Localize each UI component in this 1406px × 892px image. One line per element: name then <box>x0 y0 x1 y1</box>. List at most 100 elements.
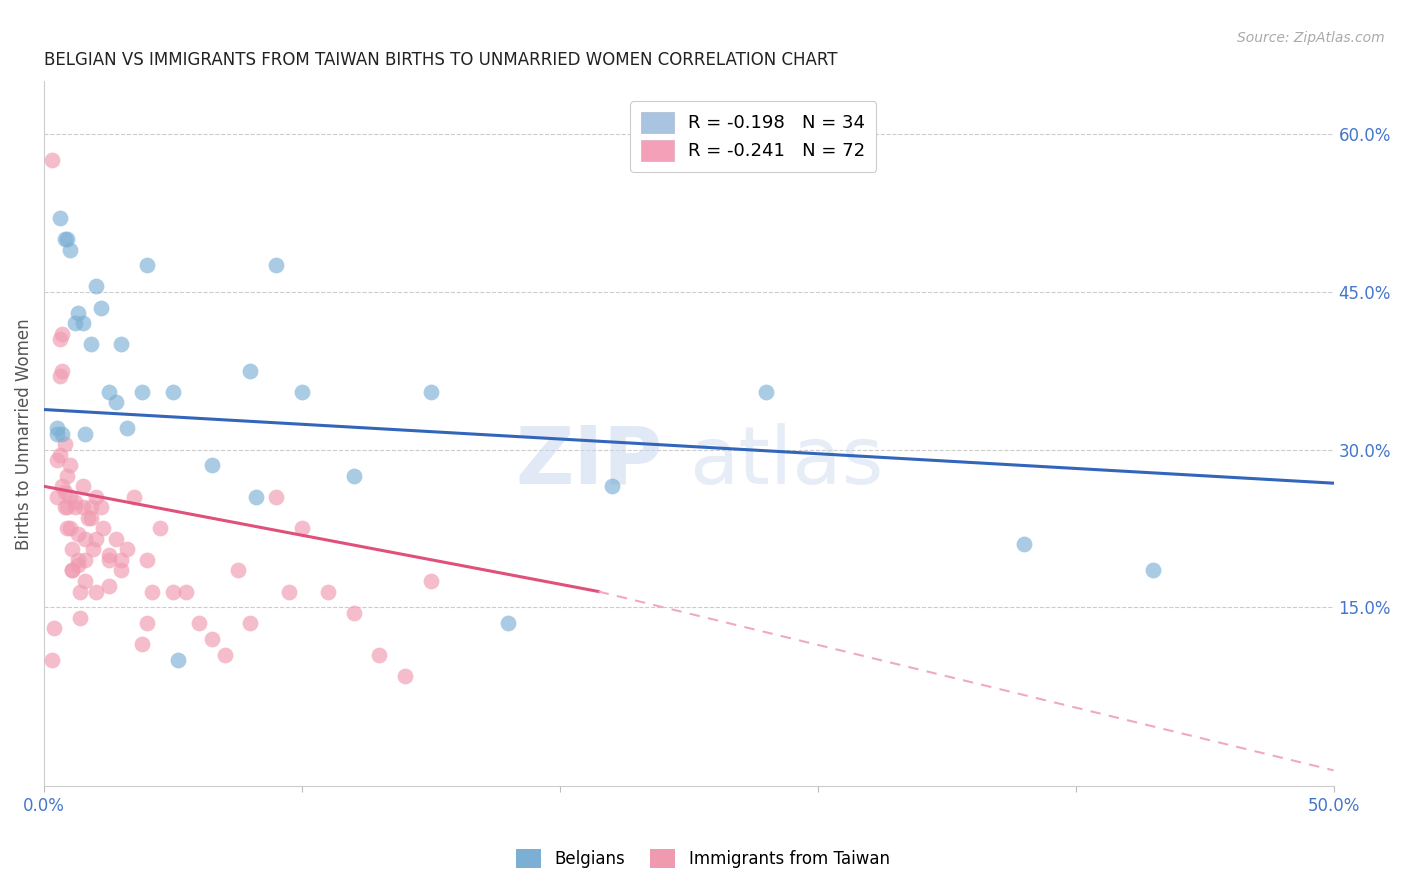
Point <box>56 500 79 515</box>
Point <box>291 521 314 535</box>
Point <box>48 368 70 383</box>
Point <box>62 542 84 557</box>
Point <box>72 500 94 515</box>
Point <box>394 669 416 683</box>
Point <box>51 326 73 341</box>
Point <box>53 437 76 451</box>
Point <box>79 337 101 351</box>
Point <box>56 521 79 535</box>
Point <box>59 521 82 535</box>
Point <box>48 211 70 226</box>
Point <box>69 584 91 599</box>
Point <box>63 500 86 515</box>
Legend: Belgians, Immigrants from Taiwan: Belgians, Immigrants from Taiwan <box>509 842 897 875</box>
Point <box>41 653 63 667</box>
Point <box>82 542 104 557</box>
Point <box>498 616 520 631</box>
Point <box>44 621 66 635</box>
Point <box>278 584 301 599</box>
Point <box>110 564 132 578</box>
Point <box>97 553 120 567</box>
Point <box>56 232 79 246</box>
Point <box>201 632 224 646</box>
Point <box>97 548 120 562</box>
Point <box>84 584 107 599</box>
Point <box>105 395 128 409</box>
Point <box>75 553 97 567</box>
Point <box>264 490 287 504</box>
Point <box>72 316 94 330</box>
Point <box>174 584 197 599</box>
Point <box>316 584 339 599</box>
Point <box>66 306 89 320</box>
Point <box>72 479 94 493</box>
Text: Source: ZipAtlas.com: Source: ZipAtlas.com <box>1237 31 1385 45</box>
Point <box>66 558 89 573</box>
Point <box>97 384 120 399</box>
Point <box>46 490 69 504</box>
Point <box>368 648 391 662</box>
Point <box>46 453 69 467</box>
Point <box>420 384 443 399</box>
Point <box>420 574 443 588</box>
Text: BELGIAN VS IMMIGRANTS FROM TAIWAN BIRTHS TO UNMARRIED WOMEN CORRELATION CHART: BELGIAN VS IMMIGRANTS FROM TAIWAN BIRTHS… <box>44 51 838 69</box>
Point <box>245 490 267 504</box>
Point <box>136 553 159 567</box>
Point <box>187 616 209 631</box>
Point <box>41 153 63 168</box>
Point <box>136 259 159 273</box>
Point <box>75 532 97 546</box>
Point <box>79 500 101 515</box>
Point <box>53 484 76 499</box>
Point <box>84 279 107 293</box>
Point <box>141 584 163 599</box>
Point <box>53 500 76 515</box>
Point <box>342 606 364 620</box>
Point <box>51 479 73 493</box>
Point <box>48 332 70 346</box>
Point <box>56 468 79 483</box>
Point <box>63 495 86 509</box>
Point <box>59 490 82 504</box>
Point <box>1012 537 1035 551</box>
Text: atlas: atlas <box>689 423 883 501</box>
Point <box>46 426 69 441</box>
Point <box>755 384 778 399</box>
Point <box>110 553 132 567</box>
Point <box>46 421 69 435</box>
Point <box>149 521 172 535</box>
Legend: R = -0.198   N = 34, R = -0.241   N = 72: R = -0.198 N = 34, R = -0.241 N = 72 <box>630 101 876 171</box>
Point <box>59 243 82 257</box>
Point <box>136 616 159 631</box>
Point <box>291 384 314 399</box>
Point <box>214 648 236 662</box>
Point <box>239 364 262 378</box>
Point <box>342 468 364 483</box>
Point <box>1142 564 1164 578</box>
Point <box>201 458 224 473</box>
Point <box>51 364 73 378</box>
Point <box>66 526 89 541</box>
Point <box>53 232 76 246</box>
Point <box>62 564 84 578</box>
Point <box>63 316 86 330</box>
Y-axis label: Births to Unmarried Women: Births to Unmarried Women <box>15 318 32 549</box>
Point <box>93 521 115 535</box>
Point <box>62 564 84 578</box>
Point <box>84 490 107 504</box>
Point <box>75 426 97 441</box>
Point <box>162 384 184 399</box>
Point <box>162 584 184 599</box>
Point <box>131 384 153 399</box>
Point <box>131 637 153 651</box>
Point <box>226 564 249 578</box>
Point <box>110 337 132 351</box>
Point <box>59 458 82 473</box>
Point <box>75 574 97 588</box>
Point <box>66 553 89 567</box>
Point <box>124 490 146 504</box>
Point <box>105 532 128 546</box>
Point <box>97 579 120 593</box>
Point <box>115 421 138 435</box>
Point <box>90 500 112 515</box>
